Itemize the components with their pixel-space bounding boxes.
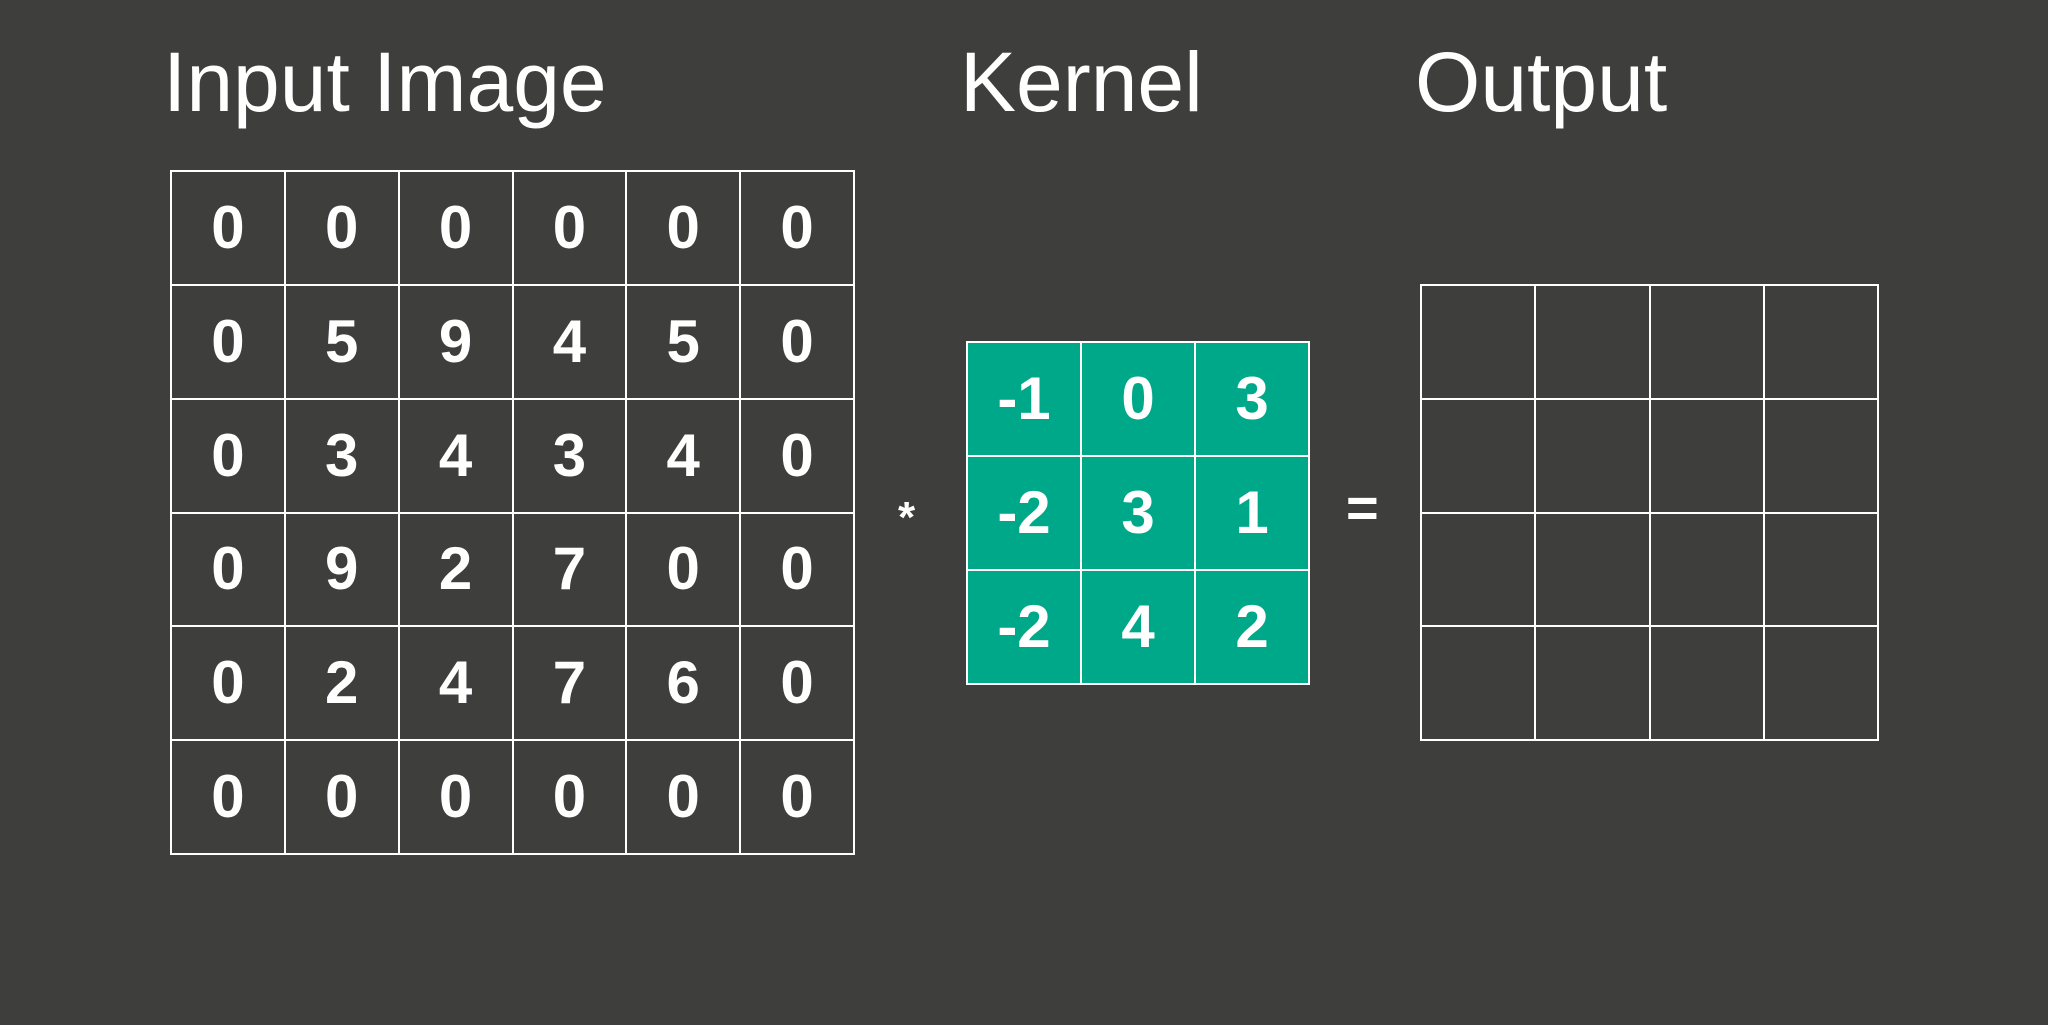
input-cell: 0 (399, 741, 514, 855)
input-cell: 6 (627, 627, 742, 742)
kernel-grid: -1 0 3 -2 3 1 -2 4 2 (966, 341, 1310, 685)
input-cell: 0 (741, 513, 855, 628)
input-cell: 2 (399, 513, 514, 628)
input-cell: 0 (399, 172, 514, 286)
kernel-cell: 1 (1196, 457, 1310, 571)
input-cell: 0 (513, 741, 628, 855)
output-cell (1422, 399, 1537, 514)
output-cell (1536, 627, 1651, 741)
output-cell (1536, 286, 1651, 400)
output-cell (1536, 399, 1651, 514)
input-cell: 3 (513, 399, 628, 514)
input-cell: 0 (172, 741, 286, 855)
input-cell: 0 (627, 741, 742, 855)
input-cell: 0 (627, 513, 742, 628)
input-cell: 0 (172, 627, 286, 742)
output-grid (1420, 284, 1879, 741)
input-cell: 0 (627, 172, 742, 286)
output-cell (1650, 399, 1765, 514)
input-cell: 4 (513, 285, 628, 400)
output-cell (1764, 286, 1879, 400)
kernel-cell: 0 (1082, 343, 1196, 457)
output-cell (1764, 627, 1879, 741)
output-cell (1764, 513, 1879, 628)
input-cell: 4 (627, 399, 742, 514)
output-cell (1536, 513, 1651, 628)
output-cell (1422, 286, 1537, 400)
input-cell: 9 (285, 513, 400, 628)
input-cell: 7 (513, 513, 628, 628)
input-cell: 4 (399, 627, 514, 742)
input-cell: 0 (741, 172, 855, 286)
output-cell (1422, 513, 1537, 628)
input-cell: 2 (285, 627, 400, 742)
kernel-cell: -1 (968, 343, 1082, 457)
input-cell: 0 (172, 399, 286, 514)
input-cell: 5 (627, 285, 742, 400)
input-cell: 5 (285, 285, 400, 400)
input-cell: 0 (513, 172, 628, 286)
output-cell (1650, 513, 1765, 628)
input-cell: 0 (172, 172, 286, 286)
input-cell: 0 (285, 741, 400, 855)
kernel-cell: 3 (1082, 457, 1196, 571)
output-cell (1764, 399, 1879, 514)
kernel-title: Kernel (960, 35, 1203, 129)
kernel-cell: 3 (1196, 343, 1310, 457)
output-cell (1650, 627, 1765, 741)
kernel-cell: 2 (1196, 571, 1310, 685)
input-cell: 0 (741, 627, 855, 742)
convolution-operator: * (898, 493, 916, 542)
input-cell: 0 (741, 399, 855, 514)
input-cell: 4 (399, 399, 514, 514)
input-cell: 3 (285, 399, 400, 514)
input-cell: 7 (513, 627, 628, 742)
kernel-cell: -2 (968, 571, 1082, 685)
output-title: Output (1415, 35, 1668, 129)
input-cell: 0 (741, 741, 855, 855)
equals-operator: = (1346, 476, 1379, 539)
input-cell: 0 (172, 513, 286, 628)
input-image-title: Input Image (163, 35, 607, 129)
input-cell: 0 (285, 172, 400, 286)
kernel-cell: 4 (1082, 571, 1196, 685)
kernel-cell: -2 (968, 457, 1082, 571)
output-cell (1650, 286, 1765, 400)
input-cell: 0 (172, 285, 286, 400)
output-cell (1422, 627, 1537, 741)
input-cell: 9 (399, 285, 514, 400)
input-cell: 0 (741, 285, 855, 400)
